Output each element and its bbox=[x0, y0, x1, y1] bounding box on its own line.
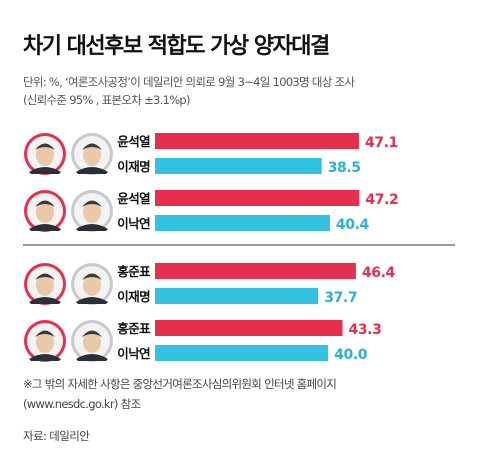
candidate-photo-gray bbox=[71, 133, 113, 175]
bar-red bbox=[155, 190, 360, 206]
avatar-suit bbox=[76, 167, 108, 174]
avatar-face bbox=[83, 144, 101, 166]
avatar-hair bbox=[82, 330, 102, 337]
candidate-name: 이재명 bbox=[117, 159, 150, 174]
avatar-face bbox=[36, 201, 54, 223]
bar-red bbox=[155, 263, 356, 279]
value-label: 47.2 bbox=[365, 192, 398, 208]
avatar-hair bbox=[35, 143, 55, 150]
bar-blue bbox=[155, 215, 330, 231]
candidate-name: 이낙연 bbox=[117, 216, 150, 231]
value-label: 40.4 bbox=[336, 217, 370, 233]
avatar-suit bbox=[29, 354, 61, 361]
value-label: 40.0 bbox=[334, 347, 368, 363]
candidate-name: 윤석열 bbox=[117, 191, 150, 206]
footnote: ※그 밖의 자세한 사항은 중앙선거여론조사심의위원회 인터넷 홈페이지 (ww… bbox=[23, 374, 337, 414]
source-credit: 자료: 데일리안 bbox=[23, 429, 90, 443]
bar-blue bbox=[155, 288, 319, 304]
matchup-groups: 윤석열 47.1 이재명 38.5 윤석열 47.2 이낙연 40.4 홍준표 46.4 이재명 37… bbox=[24, 133, 399, 363]
value-label: 38.5 bbox=[328, 160, 361, 176]
candidate-name: 홍준표 bbox=[117, 321, 151, 336]
candidate-photo-red bbox=[24, 190, 66, 232]
page-title: 차기 대선후보 적합도 가상 양자대결 bbox=[23, 34, 330, 59]
footnote-line-2: (www.nesdc.go.kr) 참조 bbox=[23, 397, 141, 411]
avatar-face bbox=[83, 331, 101, 353]
candidate-photo-gray bbox=[71, 190, 113, 232]
bar-red bbox=[155, 133, 359, 149]
bar-blue bbox=[155, 158, 322, 174]
avatar-suit bbox=[76, 224, 108, 231]
subtitle-line-1: 단위: %, ‘여론조사공정’이 데일리안 의뢰로 9월 3~4일 1003명 … bbox=[23, 75, 355, 89]
candidate-photo-gray bbox=[71, 320, 113, 362]
value-label: 37.7 bbox=[324, 290, 357, 306]
avatar-face bbox=[83, 201, 101, 223]
bar-red bbox=[155, 320, 343, 336]
candidate-name: 홍준표 bbox=[117, 264, 151, 279]
matchup-group: 윤석열 47.2 이낙연 40.4 bbox=[24, 190, 399, 233]
candidate-photo-red bbox=[24, 320, 66, 362]
value-label: 43.3 bbox=[348, 322, 381, 338]
avatar-suit bbox=[29, 224, 61, 231]
subtitle-line-2: (신뢰수준 95% , 표본오차 ±3.1%p) bbox=[23, 93, 191, 107]
avatar-face bbox=[36, 274, 54, 296]
value-label: 46.4 bbox=[362, 265, 396, 281]
matchup-group: 윤석열 47.1 이재명 38.5 bbox=[24, 133, 398, 176]
bar-blue bbox=[155, 345, 329, 361]
avatar-hair bbox=[35, 330, 55, 337]
avatar-hair bbox=[35, 200, 55, 207]
avatar-hair bbox=[82, 143, 102, 150]
avatar-hair bbox=[82, 200, 102, 207]
chart-subtitle: 단위: %, ‘여론조사공정’이 데일리안 의뢰로 9월 3~4일 1003명 … bbox=[23, 73, 355, 109]
value-label: 47.1 bbox=[365, 135, 398, 151]
matchup-group: 홍준표 46.4 이재명 37.7 bbox=[24, 263, 396, 306]
matchup-group: 홍준표 43.3 이낙연 40.0 bbox=[24, 320, 382, 363]
avatar-suit bbox=[29, 167, 61, 174]
avatar-suit bbox=[76, 354, 108, 361]
avatar-face bbox=[36, 331, 54, 353]
candidate-name: 윤석열 bbox=[117, 134, 150, 149]
avatar-hair bbox=[35, 273, 55, 280]
avatar-face bbox=[83, 274, 101, 296]
footnote-line-1: ※그 밖의 자세한 사항은 중앙선거여론조사심의위원회 인터넷 홈페이지 bbox=[23, 377, 337, 391]
avatar-hair bbox=[82, 273, 102, 280]
avatar-face bbox=[36, 144, 54, 166]
candidate-photo-gray bbox=[71, 263, 113, 305]
candidate-photo-red bbox=[24, 133, 66, 175]
avatar-suit bbox=[29, 297, 61, 304]
candidate-photo-red bbox=[24, 263, 66, 305]
candidate-name: 이재명 bbox=[117, 289, 150, 304]
candidate-name: 이낙연 bbox=[117, 346, 150, 361]
avatar-suit bbox=[76, 297, 108, 304]
